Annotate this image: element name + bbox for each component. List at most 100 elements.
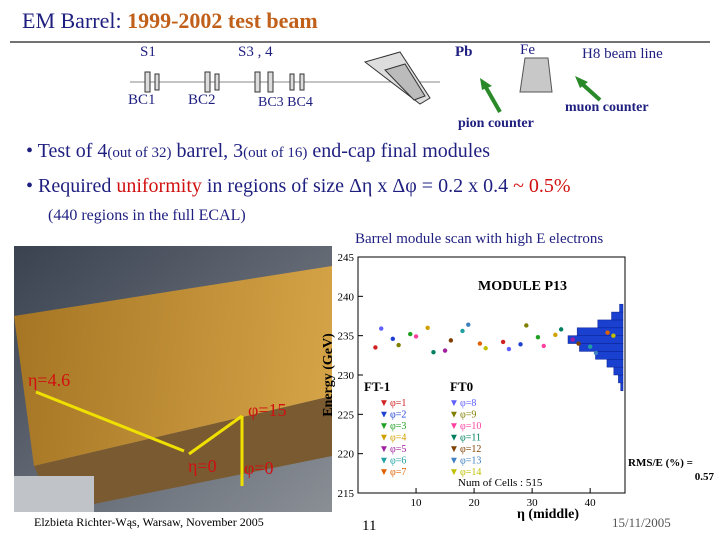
y-tick-label: 230 (338, 370, 355, 382)
scatter-point (500, 339, 506, 345)
beamline-diagram (10, 41, 710, 113)
scatter-point (518, 342, 523, 347)
histogram-bar (579, 343, 624, 352)
scatter-point (396, 342, 401, 348)
legend-label: φ=7 (390, 467, 406, 478)
legend-label: φ=14 (460, 467, 481, 478)
bullet-text: Required (38, 175, 117, 197)
scatter-point (466, 322, 471, 327)
scatter-point (570, 337, 575, 342)
legend-marker: ▼ (379, 456, 389, 467)
scatter-point (576, 341, 581, 346)
x-tick-label: 10 (411, 497, 423, 509)
legend-marker: ▼ (379, 444, 389, 455)
scatter-point (431, 349, 436, 355)
title: EM Barrel: 1999-2002 test beam (22, 8, 318, 34)
photo-label: η=4.6 (28, 370, 71, 390)
legend-marker: ▼ (379, 467, 389, 478)
plot-title: MODULE P13 (478, 279, 567, 294)
x-tick-label: 40 (585, 497, 597, 509)
histogram-bar (576, 327, 624, 336)
scatter-point (425, 325, 430, 330)
scatter-point (448, 338, 454, 343)
scatter-point (553, 332, 558, 338)
bullet-text: in regions of size Δη x Δφ = 0.2 x 0.4 (201, 175, 514, 197)
title-part: EM Barrel: (22, 8, 122, 33)
legend-marker: ▼ (449, 444, 459, 455)
histogram-bar (606, 359, 624, 368)
y-tick-label: 215 (338, 488, 355, 500)
beamline-label: S3 , 4 (238, 44, 273, 60)
scatter-point (611, 333, 616, 338)
page-number: 11 (362, 518, 377, 534)
scatter-point (541, 343, 546, 349)
beamline-label: pion counter (458, 116, 534, 131)
histogram-bar (620, 382, 624, 391)
bullet-text: ~ 0.5% (513, 175, 571, 197)
legend-marker: ▼ (379, 421, 389, 432)
module-photo (14, 246, 332, 512)
histogram-bar (618, 374, 624, 384)
scatter-point (379, 326, 384, 331)
histogram-bar (613, 366, 624, 376)
legend-marker: ▼ (449, 456, 459, 467)
y-tick-label: 220 (338, 449, 355, 461)
note: (440 regions in the full ECAL) (48, 207, 246, 224)
histogram-bar (597, 319, 624, 329)
scatter-point (460, 328, 465, 334)
y-axis-label: Energy (GeV) (321, 333, 336, 417)
fe-absorber (519, 57, 553, 93)
scatter-point (483, 346, 488, 351)
group-label: FT0 (450, 379, 473, 394)
beamline-label: BC1 (128, 92, 156, 108)
footer-date: 15/11/2005 (612, 515, 671, 530)
scatter-point (477, 341, 483, 346)
legend-marker: ▼ (449, 398, 459, 409)
scan-plot: 215 220 225 230 235 240 245 10 20 30 40 Energy (GeV… (321, 252, 715, 522)
y-tick-label: 240 (338, 291, 355, 303)
legend-label: φ=2 (390, 410, 406, 421)
beamline-label: H8 beam line (582, 46, 663, 62)
bullet: • Required uniformity in regions of size… (26, 175, 571, 198)
legend-marker: ▼ (449, 467, 459, 478)
legend-label: φ=10 (460, 421, 481, 432)
beamline-label: S1 (140, 44, 156, 60)
legend-marker: ▼ (379, 398, 389, 409)
legend-label: φ=3 (390, 421, 406, 432)
scatter-point (535, 335, 541, 340)
beamline-label: BC2 (188, 92, 216, 108)
scatter-point (442, 348, 448, 353)
photo-label: φ=15 (248, 400, 287, 420)
cells-label: Num of Cells : 515 (458, 477, 543, 489)
beamline-label: Pb (455, 44, 473, 60)
scatter-point (524, 323, 529, 328)
scatter-point (413, 334, 419, 339)
beamline-label: muon counter (565, 100, 649, 115)
legend-label: φ=8 (460, 398, 476, 409)
bullet-text: barrel, 3 (171, 140, 244, 162)
scatter-point (587, 344, 593, 349)
footer-author: Elzbieta Richter-Wąs, Warsaw, November 2… (34, 515, 264, 529)
bullet-marker: • (26, 140, 34, 162)
y-tick-label: 235 (338, 331, 355, 343)
y-tick-label: 245 (338, 252, 355, 264)
y-tick-label: 225 (338, 409, 355, 421)
legend-label: φ=13 (460, 456, 481, 467)
legend-label: φ=9 (460, 410, 476, 421)
bullet-marker: • (26, 175, 34, 197)
rms-value: 0.57 (695, 471, 715, 483)
photo-label: η=0 (188, 456, 217, 476)
bullet: • Test of 4(out of 32) barrel, 3(out of … (26, 140, 490, 163)
group-label: FT-1 (364, 379, 390, 394)
legend-label: φ=4 (390, 433, 406, 444)
legend-label: φ=5 (390, 444, 406, 455)
histogram-bar (611, 311, 624, 321)
bullet-text: (out of 32) (107, 145, 172, 161)
arrow (482, 83, 502, 113)
legend-marker: ▼ (379, 433, 389, 444)
x-axis-label: η (middle) (517, 507, 579, 522)
plot-background (357, 256, 626, 494)
bullet-text: (out of 16) (243, 145, 308, 161)
scatter-point (506, 346, 512, 352)
